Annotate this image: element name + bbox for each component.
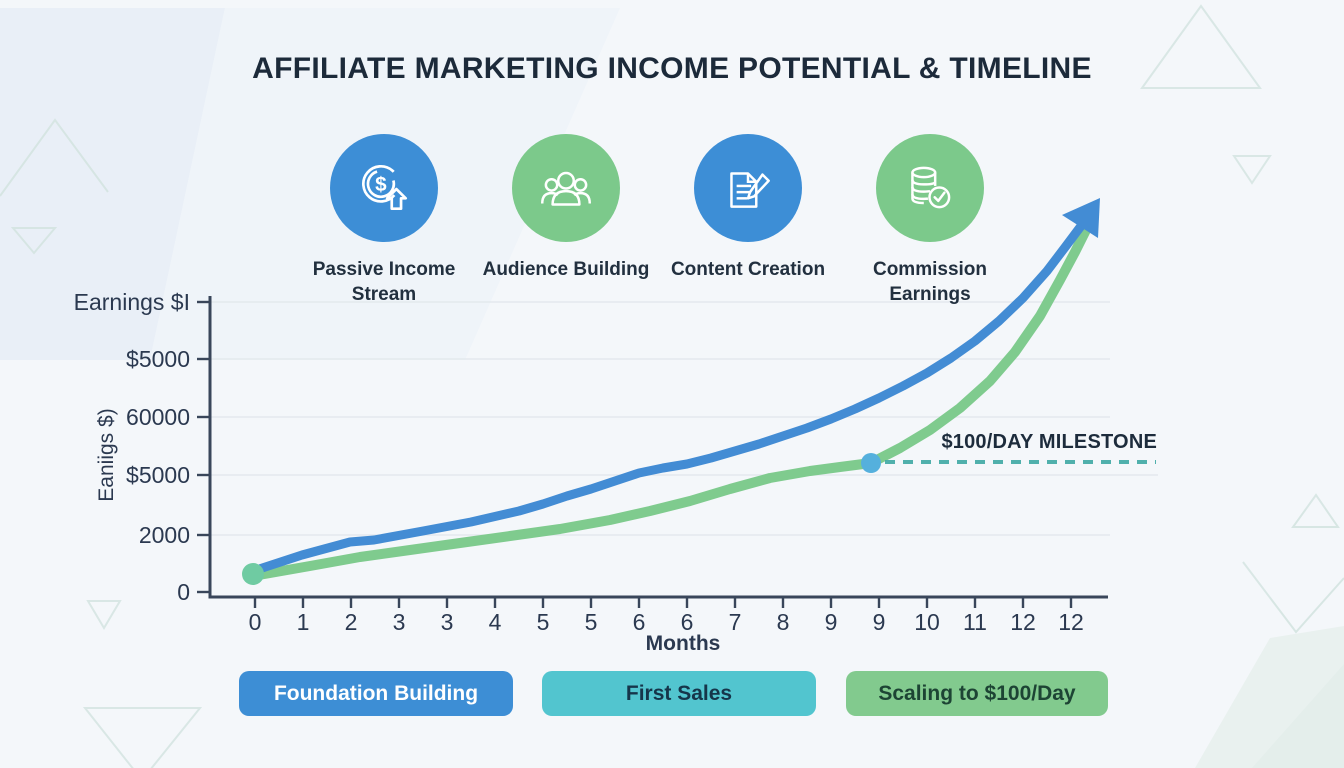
- phase-banner-scaling: Scaling to $100/Day: [846, 671, 1108, 716]
- step-content-creation: Content Creation: [658, 134, 838, 283]
- x-tick-label: 1: [296, 609, 310, 635]
- decor-tint-bottomright-2: [1252, 664, 1344, 768]
- green-earnings-line: [248, 223, 1092, 581]
- y-tick-label: $5000: [126, 462, 190, 488]
- x-tick-label: 12: [1010, 609, 1036, 635]
- page-title: AFFILIATE MARKETING INCOME POTENTIAL & T…: [252, 52, 1092, 85]
- x-tick-marks: [253, 597, 1073, 608]
- decor-triangles: [0, 4, 1344, 768]
- y-tick-marks: [197, 300, 210, 594]
- y-tick-label: 0: [177, 579, 190, 605]
- step-passive-income: $ Passive Income Stream: [294, 134, 474, 307]
- milestone-annotation: $100/DAY MILESTONE: [941, 431, 1157, 453]
- triangle-outline-icon: [0, 118, 109, 197]
- coins-check-icon: [876, 134, 984, 242]
- blue-income-line: [248, 221, 1086, 576]
- x-tick-label: 11: [963, 609, 987, 635]
- triangle-outline-icon: [1242, 561, 1344, 634]
- step-label: Content Creation: [670, 259, 826, 280]
- x-tick-label: 6: [632, 609, 646, 635]
- milestone-dot: [861, 453, 881, 473]
- dollar-growth-icon: $: [330, 134, 438, 242]
- x-tick-label: 10: [914, 609, 940, 635]
- y-tick-label: 2000: [138, 522, 190, 548]
- step-label: Passive Income Stream: [312, 259, 456, 305]
- step-audience-building: Audience Building: [476, 134, 656, 283]
- phase-banner-first-sales: First Sales: [542, 671, 816, 716]
- x-tick-label: 6: [680, 609, 694, 635]
- step-commission-earnings: Commission Earnings: [840, 134, 1020, 307]
- x-tick-label: 2: [344, 609, 358, 635]
- x-tick-label: 7: [728, 609, 742, 635]
- step-label: Audience Building: [482, 259, 650, 280]
- x-tick-label: 8: [776, 609, 790, 635]
- y-tick-label: Earnings $I: [73, 289, 190, 315]
- phase-banner-foundation-building: Foundation Building: [239, 671, 513, 716]
- start-point-dot: [242, 563, 264, 585]
- x-tick-label: 0: [248, 609, 262, 635]
- y-tick-label: $5000: [126, 346, 190, 372]
- x-tick-label: 12: [1058, 609, 1084, 635]
- x-tick-label: 9: [824, 609, 838, 635]
- x-tick-label: 5: [584, 609, 598, 635]
- chart-axes: [208, 296, 1108, 599]
- x-tick-label: 3: [440, 609, 454, 635]
- chart-gridlines: [210, 301, 1158, 536]
- x-tick-label: 9: [872, 609, 886, 635]
- triangle-outline-icon: [86, 600, 122, 630]
- step-label: Commission Earnings: [872, 259, 988, 305]
- audience-icon: [512, 134, 620, 242]
- arrowhead-icon: [1062, 198, 1100, 238]
- x-tick-label: 4: [488, 609, 502, 635]
- triangle-outline-icon: [1140, 4, 1262, 89]
- x-tick-label: 3: [392, 609, 406, 635]
- triangle-outline-icon: [1291, 493, 1340, 528]
- content-creation-icon: [694, 134, 802, 242]
- triangle-outline-icon: [10, 227, 58, 255]
- x-axis-title: Months: [645, 632, 721, 655]
- y-axis-title: Eaniigs $): [95, 408, 118, 502]
- triangle-outline-icon: [82, 707, 203, 768]
- triangle-outline-icon: [1232, 155, 1272, 185]
- y-tick-label: 60000: [126, 404, 190, 430]
- x-tick-label: 5: [536, 609, 550, 635]
- svg-text:$: $: [375, 173, 387, 196]
